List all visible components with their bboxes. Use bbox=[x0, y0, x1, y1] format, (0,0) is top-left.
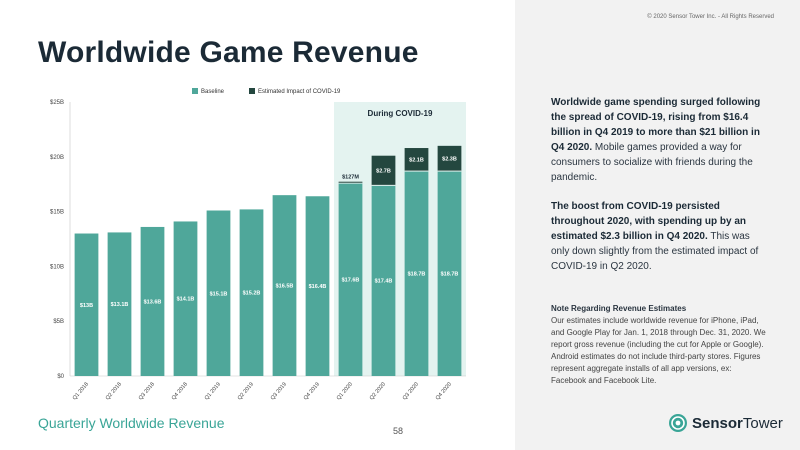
bar-covid-impact bbox=[338, 181, 363, 184]
logo-word-tower: Tower bbox=[742, 414, 783, 432]
bar-baseline bbox=[371, 185, 396, 376]
x-tick-label: Q4 2019 bbox=[303, 381, 321, 401]
bar-baseline bbox=[107, 232, 132, 376]
legend-label-covid-impact: Estimated Impact of COVID-19 bbox=[258, 89, 341, 95]
bar-label-baseline: $18.7B bbox=[408, 272, 426, 278]
chart-legend: Baseline Estimated Impact of COVID-19 bbox=[192, 88, 341, 95]
revenue-note: Note Regarding Revenue Estimates Our est… bbox=[551, 303, 766, 387]
copyright-text: © 2020 Sensor Tower Inc. - All Rights Re… bbox=[647, 14, 774, 20]
logo-word-sensor: Sensor bbox=[692, 414, 743, 432]
x-tick-label: Q1 2018 bbox=[72, 381, 90, 401]
summary-paragraph-1: Worldwide game spending surged following… bbox=[551, 95, 766, 185]
bar-baseline bbox=[140, 226, 165, 376]
x-tick-label: Q1 2020 bbox=[336, 381, 354, 401]
bars-group: $13B Q1 2018 $13.1B Q2 2018 $13.6B Q3 2018 $14… bbox=[72, 145, 462, 401]
x-tick-label: Q2 2020 bbox=[369, 381, 387, 401]
y-tick-label: $20B bbox=[50, 155, 64, 161]
y-tick-label: $25B bbox=[50, 100, 64, 106]
bar-baseline bbox=[173, 221, 198, 376]
x-tick-label: Q3 2020 bbox=[402, 381, 420, 401]
bar-label-baseline: $13.6B bbox=[144, 299, 162, 305]
sensor-tower-logo-icon bbox=[669, 414, 687, 432]
summary-p2-bold: The boost from COVID-19 persisted throug… bbox=[551, 201, 746, 242]
x-tick-label: Q2 2018 bbox=[105, 381, 123, 401]
bar-label-baseline: $16.4B bbox=[309, 284, 327, 290]
bar-label-baseline: $14.1B bbox=[177, 297, 195, 303]
y-tick-label: $10B bbox=[50, 264, 64, 270]
x-tick-label: Q1 2019 bbox=[204, 381, 222, 401]
x-tick-label: Q4 2020 bbox=[435, 381, 453, 401]
bar-baseline bbox=[272, 195, 297, 376]
bar-baseline bbox=[239, 209, 264, 376]
x-tick-label: Q3 2018 bbox=[138, 381, 156, 401]
bar-baseline bbox=[206, 210, 231, 376]
bar-baseline bbox=[338, 183, 363, 376]
bar-label-baseline: $16.5B bbox=[276, 284, 294, 290]
legend-label-baseline: Baseline bbox=[201, 89, 225, 95]
bar-label-baseline: $15.2B bbox=[243, 291, 261, 297]
bar-label-covid-impact: $2.3B bbox=[442, 156, 457, 162]
bar-label-baseline: $17.4B bbox=[375, 279, 393, 285]
bar-label-covid-impact: $2.1B bbox=[409, 158, 424, 164]
bar-covid-impact bbox=[404, 148, 429, 172]
x-tick-label: Q2 2019 bbox=[237, 381, 255, 401]
covid-period-label: During COVID-19 bbox=[368, 109, 433, 118]
y-tick-label: $5B bbox=[53, 319, 64, 325]
logo-wordmark: SensorTower bbox=[692, 415, 783, 432]
bar-label-baseline: $13.1B bbox=[111, 302, 129, 308]
bar-baseline bbox=[305, 196, 330, 376]
summary-p2-rest: This was only down slightly from the est… bbox=[551, 231, 759, 272]
side-panel bbox=[515, 0, 800, 450]
bar-label-baseline: $18.7B bbox=[441, 272, 459, 278]
bar-baseline bbox=[437, 171, 462, 376]
bar-baseline bbox=[74, 233, 99, 376]
bar-label-covid-impact: $127M bbox=[342, 175, 359, 181]
legend-swatch-covid-impact bbox=[249, 88, 255, 94]
page-title: Worldwide Game Revenue bbox=[38, 36, 419, 69]
x-tick-label: Q3 2019 bbox=[270, 381, 288, 401]
note-text: Our estimates include worldwide revenue … bbox=[551, 316, 766, 385]
summary-p1-rest: Mobile games provided a way for consumer… bbox=[551, 142, 753, 183]
page-number: 58 bbox=[393, 426, 404, 436]
y-axis: $0 $5B $10B $15B $20B $25B bbox=[50, 100, 466, 380]
summary-p1-bold: Worldwide game spending surged following… bbox=[551, 97, 761, 153]
sensor-tower-logo: SensorTower bbox=[668, 413, 783, 433]
bar-label-baseline: $13B bbox=[80, 303, 93, 309]
bar-label-covid-impact: $2.7B bbox=[376, 169, 391, 175]
bar-label-baseline: $15.1B bbox=[210, 291, 228, 297]
x-tick-label: Q4 2018 bbox=[171, 381, 189, 401]
legend-swatch-baseline bbox=[192, 88, 198, 94]
note-title: Note Regarding Revenue Estimates bbox=[551, 304, 687, 313]
y-tick-label: $0 bbox=[57, 374, 64, 380]
bar-covid-impact bbox=[371, 155, 396, 186]
bar-baseline bbox=[404, 171, 429, 376]
summary-paragraph-2: The boost from COVID-19 persisted throug… bbox=[551, 199, 766, 274]
revenue-chart: During COVID-19 $0 $5B $10B $15B $20B $25B $1… bbox=[50, 88, 466, 401]
summary-text: Worldwide game spending surged following… bbox=[551, 95, 766, 288]
bar-label-baseline: $17.6B bbox=[342, 278, 360, 284]
bar-covid-impact bbox=[437, 145, 462, 172]
chart-subtitle: Quarterly Worldwide Revenue bbox=[38, 415, 225, 431]
y-tick-label: $15B bbox=[50, 210, 64, 216]
